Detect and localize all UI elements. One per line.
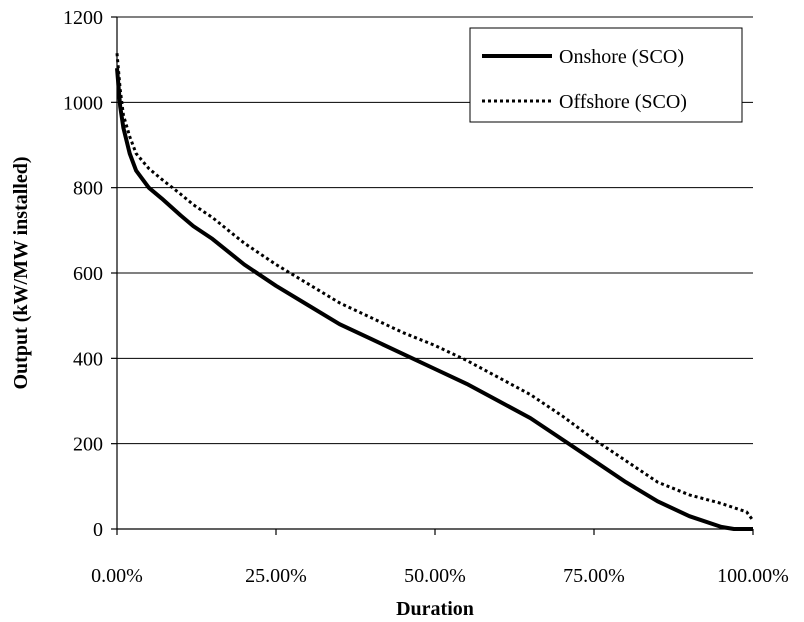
x-axis-title: Duration [396, 598, 474, 620]
x-tick-label-1: 25.00% [245, 565, 307, 587]
x-tick-label-3: 75.00% [563, 565, 625, 587]
x-tick-labels: 0.00% 25.00% 50.00% 75.00% 100.00% [91, 565, 789, 587]
legend-label-offshore: Offshore (SCO) [559, 91, 687, 113]
legend: Onshore (SCO) Offshore (SCO) [469, 27, 743, 123]
y-tick-label-5: 1000 [63, 92, 103, 114]
series-line-onshore [115, 68, 753, 531]
x-tick-label-0: 0.00% [91, 565, 143, 587]
y-tick-label-4: 800 [73, 178, 103, 200]
y-axis-title: Output (kW/MW installed) [10, 157, 32, 390]
gridlines [117, 16, 753, 445]
series-line-offshore [115, 53, 755, 522]
series-lines [115, 53, 755, 531]
y-tick-label-6: 1200 [63, 7, 103, 29]
axes [111, 16, 754, 535]
legend-box [469, 27, 743, 123]
y-tick-label-2: 400 [73, 348, 103, 370]
y-tick-labels: 0 200 400 600 800 1000 1200 [63, 7, 103, 541]
y-tick-label-0: 0 [93, 519, 103, 541]
x-tick-label-2: 50.00% [404, 565, 466, 587]
y-tick-label-1: 200 [73, 434, 103, 456]
x-tick-label-4: 100.00% [717, 565, 789, 587]
legend-label-onshore: Onshore (SCO) [559, 46, 684, 68]
y-tick-label-3: 600 [73, 263, 103, 285]
